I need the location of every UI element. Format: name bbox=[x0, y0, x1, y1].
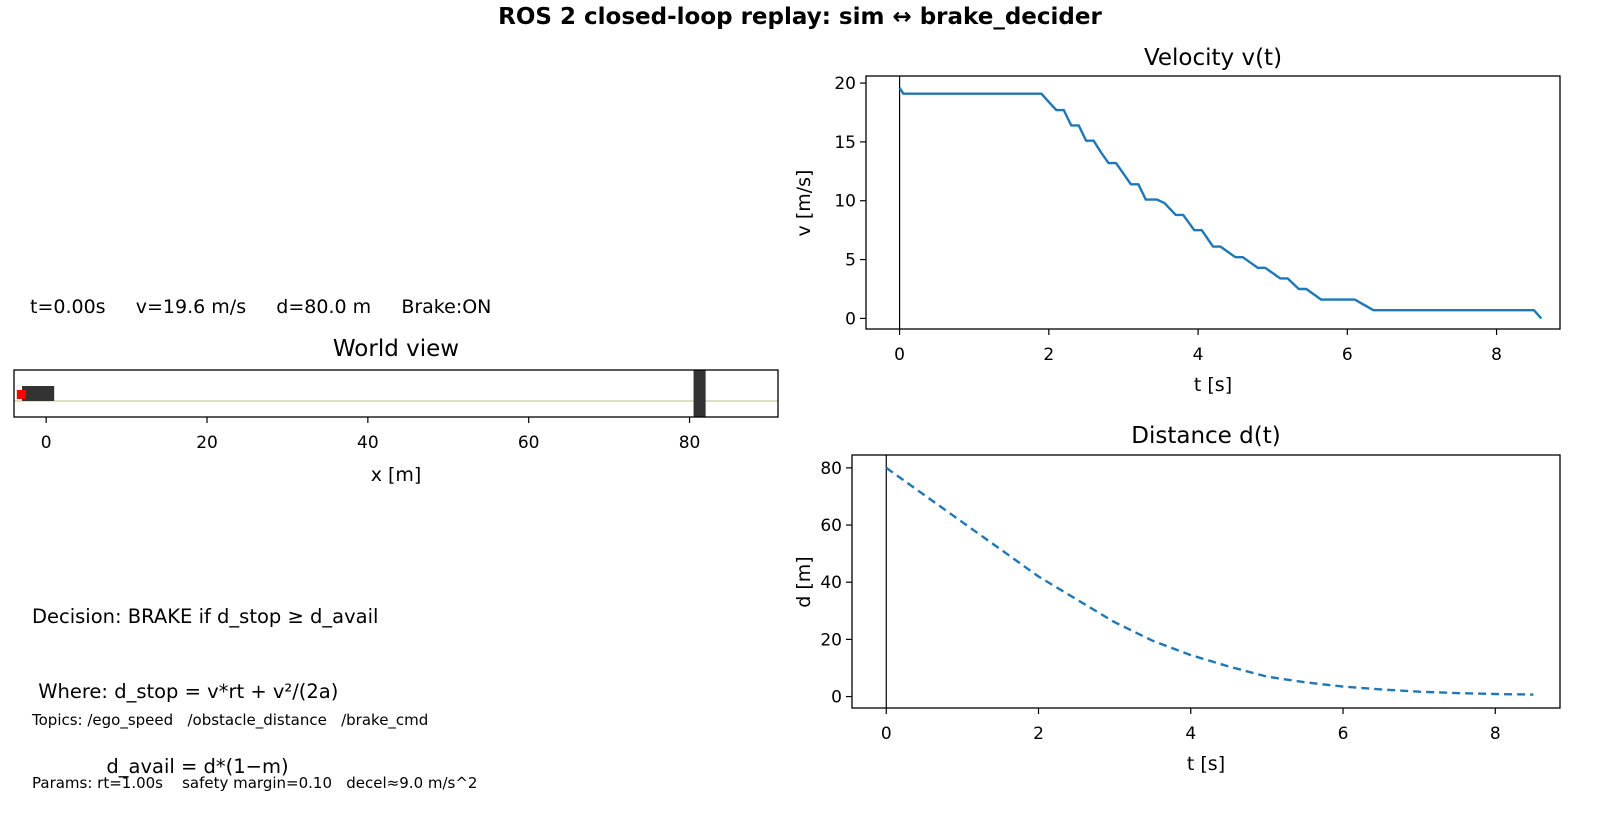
world-view-axes: World view 0 20 40 60 80 x [m] bbox=[13, 336, 779, 486]
x-tick-label: 80 bbox=[679, 433, 701, 453]
x-tick-label: 6 bbox=[1342, 345, 1353, 365]
status-readout: t=0.00s v=19.6 m/s d=80.0 m Brake:ON bbox=[30, 296, 492, 318]
world-xlabel: x [m] bbox=[371, 464, 422, 486]
distance-ylabel: d [m] bbox=[793, 556, 815, 607]
obstacle bbox=[693, 370, 706, 417]
x-tick-label: 2 bbox=[1033, 724, 1044, 744]
distance-series-line bbox=[885, 466, 1534, 696]
topics-line: Topics: /ego_speed /obstacle_distance /b… bbox=[32, 711, 429, 729]
ros-info: Topics: /ego_speed /obstacle_distance /b… bbox=[32, 668, 477, 815]
velocity-series-line bbox=[898, 87, 1543, 320]
y-tick-label: 80 bbox=[820, 459, 842, 479]
distance-xlabel: t [s] bbox=[1187, 753, 1225, 775]
params-line: Params: rt=1.00s safety margin=0.10 dece… bbox=[32, 774, 478, 792]
y-tick-label: 40 bbox=[820, 573, 842, 593]
velocity-axes: Velocity v(t) 0 2 4 6 8 0 5 10 15 20 t [s] v [m/s… bbox=[793, 45, 1561, 396]
x-tick-label: 2 bbox=[1043, 345, 1054, 365]
distance-frame bbox=[851, 454, 1561, 709]
decision-rule: Decision: BRAKE if d_stop ≥ d_avail Wher… bbox=[32, 554, 378, 804]
y-tick-label: 20 bbox=[820, 630, 842, 650]
ego-car bbox=[22, 386, 55, 401]
x-tick-label: 4 bbox=[1185, 724, 1196, 744]
velocity-title: Velocity v(t) bbox=[1144, 45, 1282, 71]
ego-marker bbox=[16, 390, 26, 399]
y-tick-label: 60 bbox=[820, 516, 842, 536]
distance-title: Distance d(t) bbox=[1131, 423, 1280, 449]
x-tick-label: 20 bbox=[196, 433, 218, 453]
x-tick-label: 8 bbox=[1490, 724, 1501, 744]
y-tick-label: 10 bbox=[834, 192, 856, 212]
x-tick-label: 60 bbox=[518, 433, 540, 453]
velocity-ylabel: v [m/s] bbox=[793, 170, 815, 237]
world-view-frame bbox=[13, 369, 779, 418]
y-tick-label: 15 bbox=[834, 133, 856, 153]
velocity-xlabel: t [s] bbox=[1194, 374, 1232, 396]
y-tick-label: 20 bbox=[834, 74, 856, 94]
y-tick-label: 0 bbox=[831, 688, 842, 708]
x-tick-label: 4 bbox=[1193, 345, 1204, 365]
x-tick-label: 6 bbox=[1338, 724, 1349, 744]
decision-line: d_avail = d*(1−m) bbox=[32, 755, 289, 778]
y-tick-label: 0 bbox=[845, 309, 856, 329]
x-tick-label: 0 bbox=[894, 345, 905, 365]
x-tick-label: 0 bbox=[881, 724, 892, 744]
y-tick-label: 5 bbox=[845, 251, 856, 271]
decision-line: Decision: BRAKE if d_stop ≥ d_avail bbox=[32, 605, 379, 628]
decision-line: Where: d_stop = v*rt + v²/(2a) bbox=[32, 680, 339, 703]
world-view-title: World view bbox=[333, 336, 459, 362]
velocity-frame bbox=[865, 75, 1561, 330]
x-tick-label: 40 bbox=[357, 433, 379, 453]
x-tick-label: 0 bbox=[41, 433, 52, 453]
x-tick-label: 8 bbox=[1491, 345, 1502, 365]
figure-title: ROS 2 closed-loop replay: sim ↔ brake_de… bbox=[498, 4, 1102, 30]
